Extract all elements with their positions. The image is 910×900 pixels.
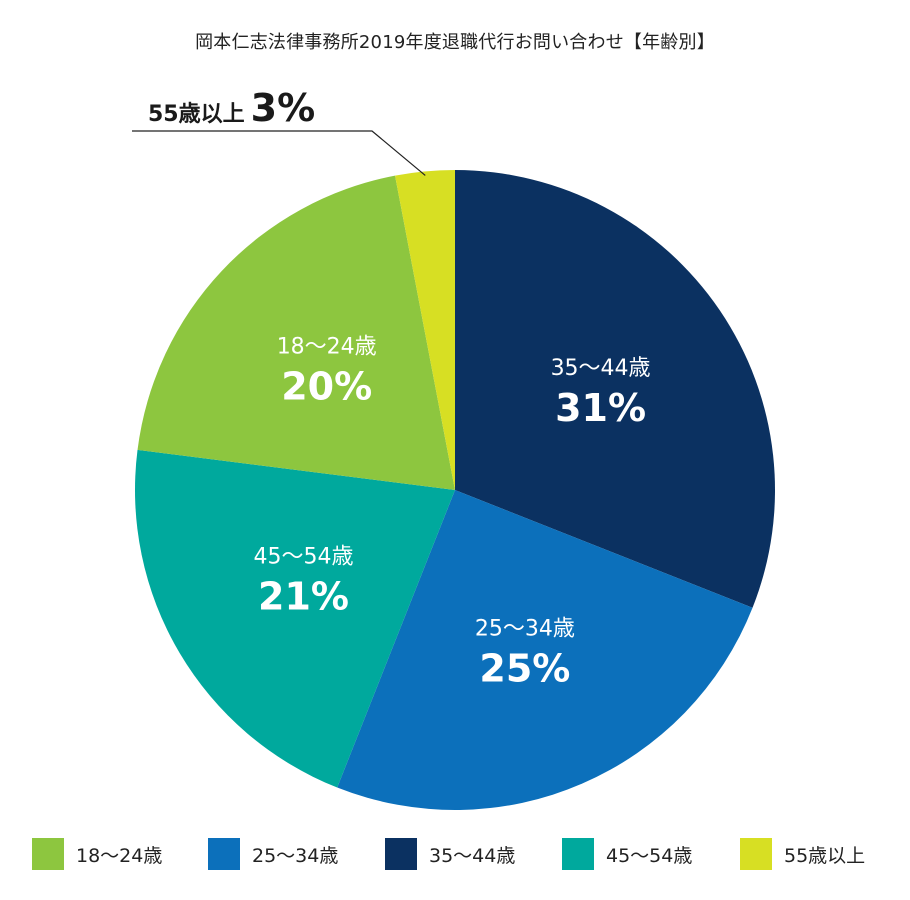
slice-percent-label: 31% [555,386,646,430]
slice-category-label: 35〜44歳 [551,356,651,381]
legend-label: 18〜24歳 [76,844,163,867]
slice-percent-label: 20% [281,365,372,409]
legend-swatch [562,838,594,870]
pie-slice [455,169,775,608]
legend-label: 25〜34歳 [252,844,339,867]
chart-title: 岡本仁志法律事務所2019年度退職代行お問い合わせ【年齢別】 [195,32,715,53]
legend-label: 35〜44歳 [429,844,516,867]
legend-label: 55歳以上 [784,844,866,867]
legend-label: 45〜54歳 [606,844,693,867]
callout-percent-label: 3% [250,86,316,130]
legend-swatch [385,838,417,870]
pie-slice [137,175,455,490]
legend-item: 55歳以上 [740,836,865,872]
slice-category-label: 18〜24歳 [277,335,377,360]
legend-item: 45〜54歳 [562,836,692,872]
legend-swatch [208,838,240,870]
pie-chart: 35〜44歳 31% 25〜34歳 25% 45〜54歳 21% 18〜24歳 20% [132,130,775,811]
legend-swatch [32,838,64,870]
callout-category-label: 55歳以上 [148,102,245,127]
legend-item: 35〜44歳 [385,836,515,872]
pie-slice [337,490,753,811]
small-slice-callout: 55歳以上 3% [148,86,315,130]
legend-item: 18〜24歳 [32,836,162,872]
slice-category-label: 45〜54歳 [254,545,354,570]
legend-item: 25〜34歳 [208,836,338,872]
callout-leader-line [132,130,426,176]
slice-percent-label: 21% [258,575,349,619]
pie-slice [395,170,455,490]
slice-category-label: 25〜34歳 [475,617,575,642]
slice-percent-label: 25% [479,647,570,691]
chart-legend: 18〜24歳 25〜34歳 35〜44歳 45〜54歳 55歳以上 [0,836,910,872]
pie-slice [134,449,455,788]
legend-swatch [740,838,772,870]
